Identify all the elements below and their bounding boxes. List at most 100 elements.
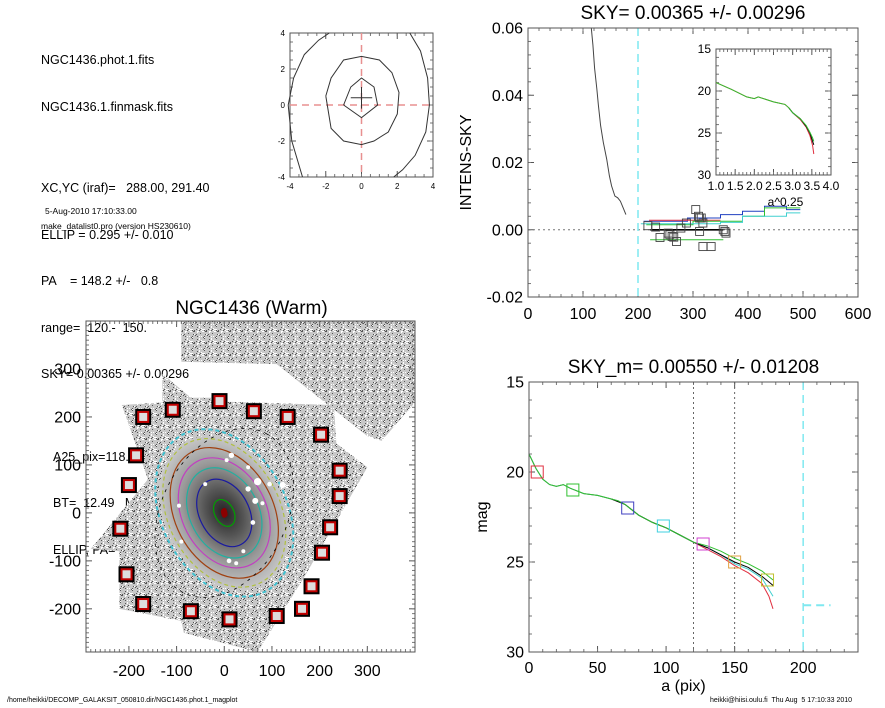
y-tick-label: -0.02 [487,290,524,307]
masked-star [250,520,256,525]
mag-marker [761,573,775,587]
x-tick-label: 400 [735,306,762,323]
y-tick-label: 0 [72,505,81,522]
param-sky: SKY= 0.00365 +/- 0.00296 [41,367,190,381]
sky-box-inner [335,492,344,501]
x-tick-label: 300 [680,306,707,323]
sky-box-inner [335,466,344,475]
mag-marker [656,519,670,533]
sky-box-inner [307,582,316,591]
masked-star [245,486,251,492]
x-tick-label: 0 [359,182,364,191]
sky-sample-marker [676,223,686,233]
sky-sample-marker [672,237,681,246]
mag-plot-xlabel: a (pix) [661,678,705,695]
sky-sample-marker [718,225,728,235]
y-tick-label: -200 [49,601,81,618]
x-tick-label: 100 [259,663,286,680]
inset-profile-line-1 [788,107,815,145]
param-ellip: ELLIP = 0.295 +/- 0.010 [41,227,174,242]
galaxy-plot-frame [85,320,416,653]
x-tick-label: 2 [395,182,400,191]
masked-star [179,539,184,544]
sky-box-inner [122,570,131,579]
sky-box-inner [283,412,292,421]
y-tick-label: 2 [281,65,286,74]
x-tick-label: 0 [524,306,533,323]
sky-box-inner [326,523,335,532]
sky-sample-marker [698,242,708,252]
isophote-ellipse-4 [177,457,271,569]
footer-user-date: heikki@hiisi.oulu.fi Thu Aug 5 17:10:33 … [710,697,853,704]
isophote-ellipse-1 [212,498,236,527]
y-tick-label: 30 [506,645,524,662]
x-tick-label: -2 [322,182,330,191]
mag-profile-line-2 [611,498,774,586]
sky-box-inner [168,405,177,414]
mag-profile-line-3 [528,453,774,581]
y-tick-label: 20 [698,84,712,98]
galaxy-image-plot: NGC1436 (Warm) -200 -100 0 100 200 300 -200 -100… [49,298,416,680]
x-tick-label: 0 [525,660,534,677]
isophote-contour [325,55,400,146]
y-tick-label: 0.04 [492,88,523,105]
masked-star [176,503,181,508]
y-tick-label: 100 [54,458,81,475]
mag-plot-ylabel: mag [474,501,491,532]
y-tick-label: 25 [506,555,524,572]
sky-box-inner [215,397,224,406]
masked-star [253,478,262,486]
x-tick-label: 100 [570,306,597,323]
y-tick-label: -100 [49,553,81,570]
sky-sample-marker [720,226,730,236]
x-tick-label: 4 [431,182,436,191]
sky-plot-title: SKY= 0.00365 +/- 0.00296 [580,3,805,24]
isophote-contour [287,32,330,178]
param-center: XC,YC (iraf)= 288.00, 291.40 [41,181,210,195]
file-name-mask: NGC1436.1.finmask.fits [41,99,173,114]
x-tick-label: -200 [113,663,145,680]
mag-marker [530,465,544,479]
x-tick-label: 1.0 [708,179,725,193]
isophote-ellipse-5 [169,446,279,579]
x-tick-label: 2.0 [746,179,763,193]
isophote-ellipse-3 [186,467,263,559]
footer-path: /home/heikki/DECOMP_GALAKSIT_050810.dir/… [7,697,238,704]
masked-star [241,549,246,554]
masked-star [234,561,239,566]
x-tick-label: 500 [790,306,817,323]
sky-sample-marker [695,226,705,236]
inset-profile-line-2 [715,82,815,142]
x-tick-label: -100 [161,663,193,680]
y-tick-label: 25 [698,126,712,140]
sky-box-inner [116,524,125,533]
y-tick-label: 15 [698,42,712,56]
inset-xlabel: a^0.25 [768,195,804,209]
y-tick-label: 300 [54,362,81,379]
intensity-profile-line [590,28,627,215]
sky-step-line-3 [640,212,801,225]
x-tick-label: 3.5 [803,179,820,193]
x-tick-label: 2.5 [765,179,782,193]
y-tick-label: 0.02 [492,155,523,172]
sky-sample-marker [681,218,691,228]
y-tick-label: 0.06 [492,21,523,38]
sky-sample-marker [721,228,731,238]
x-tick-label: 600 [845,306,872,323]
mag-profile-line-1 [528,453,774,597]
masked-star [228,452,235,458]
masked-star [224,458,229,463]
x-tick-label: 150 [721,660,748,677]
mag-marker [621,501,635,515]
x-tick-label: 300 [354,663,381,680]
mag-marker [566,483,580,497]
masked-star [252,497,259,504]
inset-frame [715,48,832,176]
x-tick-label: 200 [790,660,817,677]
sky-box-inner [225,615,234,624]
sky-step-line-0 [643,205,801,222]
x-tick-label: 0 [220,663,229,680]
sky-box-inner [318,548,327,557]
y-tick-label: -2 [278,137,286,146]
mag-marker [696,537,710,551]
